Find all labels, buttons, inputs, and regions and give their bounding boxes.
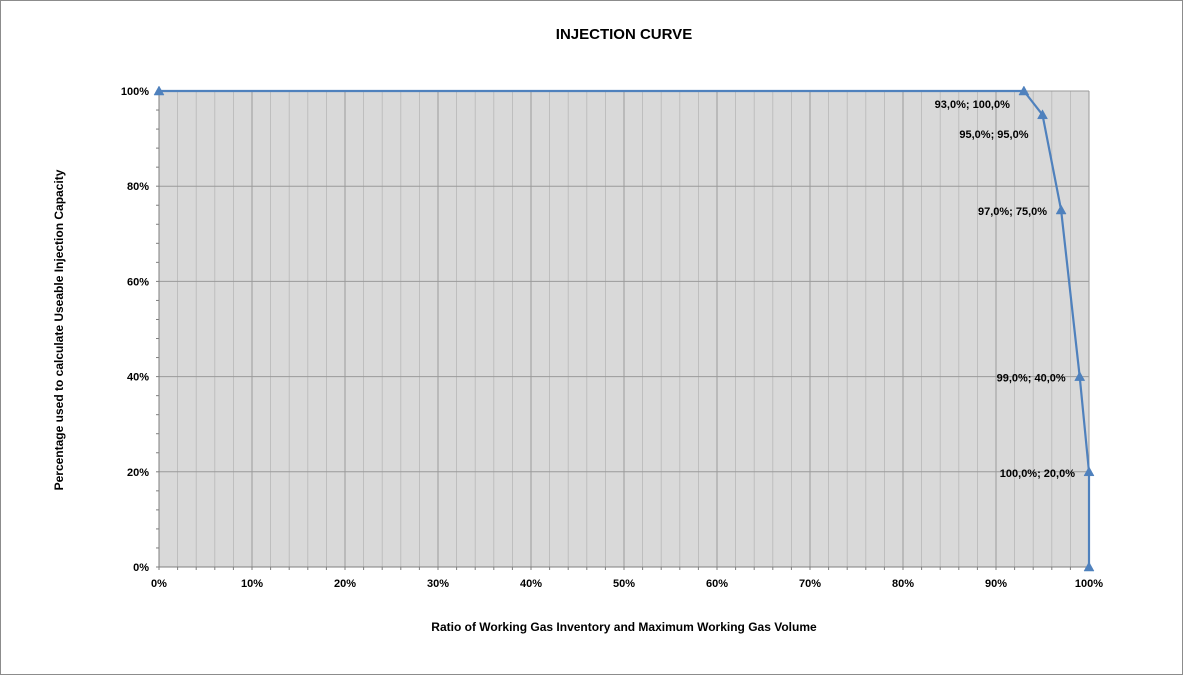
data-point-marker bbox=[1055, 204, 1067, 215]
x-axis-label: Ratio of Working Gas Inventory and Maxim… bbox=[431, 620, 817, 634]
data-label: 95,0%; 95,0% bbox=[959, 129, 1028, 141]
data-label: 99,0%; 40,0% bbox=[997, 373, 1066, 385]
y-tick-label: 20% bbox=[127, 467, 149, 479]
data-label: 97,0%; 75,0% bbox=[978, 206, 1047, 218]
data-label: 93,0%; 100,0% bbox=[935, 99, 1010, 111]
y-tick-label: 80% bbox=[127, 181, 149, 193]
x-tick-label: 40% bbox=[520, 578, 542, 590]
data-point-marker bbox=[1083, 466, 1095, 477]
x-tick-label: 30% bbox=[427, 578, 449, 590]
x-tick-label: 50% bbox=[613, 578, 635, 590]
x-tick-label: 60% bbox=[706, 578, 728, 590]
data-point-marker bbox=[153, 85, 165, 96]
y-axis-label: Percentage used to calculate Useable Inj… bbox=[52, 169, 66, 490]
y-tick-label: 100% bbox=[121, 86, 149, 98]
data-label: 100,0%; 20,0% bbox=[1000, 468, 1075, 480]
chart-title: INJECTION CURVE bbox=[556, 26, 692, 43]
x-tick-label: 100% bbox=[1075, 578, 1103, 590]
y-tick-label: 0% bbox=[133, 562, 149, 574]
x-tick-label: 10% bbox=[241, 578, 263, 590]
data-point-marker bbox=[1074, 371, 1086, 381]
x-tick-label: 90% bbox=[985, 578, 1007, 590]
plot-area: 0% 10% 20% 30% 40% 50% 60% 70% 80% 90% 100% 0% 20% 40… bbox=[121, 85, 1103, 590]
x-tick-label: 0% bbox=[151, 578, 167, 590]
data-point-marker bbox=[1037, 109, 1048, 120]
data-point-marker bbox=[1018, 85, 1030, 96]
y-tick-label: 40% bbox=[127, 372, 149, 384]
x-tick-label: 20% bbox=[334, 578, 356, 590]
data-point-marker bbox=[1083, 561, 1095, 572]
y-tick-label: 60% bbox=[127, 276, 149, 288]
x-tick-label: 80% bbox=[892, 578, 914, 590]
x-tick-label: 70% bbox=[799, 578, 821, 590]
